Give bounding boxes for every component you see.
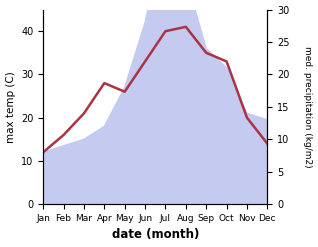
X-axis label: date (month): date (month) — [112, 228, 199, 242]
Y-axis label: max temp (C): max temp (C) — [5, 71, 16, 143]
Y-axis label: med. precipitation (kg/m2): med. precipitation (kg/m2) — [303, 46, 313, 168]
